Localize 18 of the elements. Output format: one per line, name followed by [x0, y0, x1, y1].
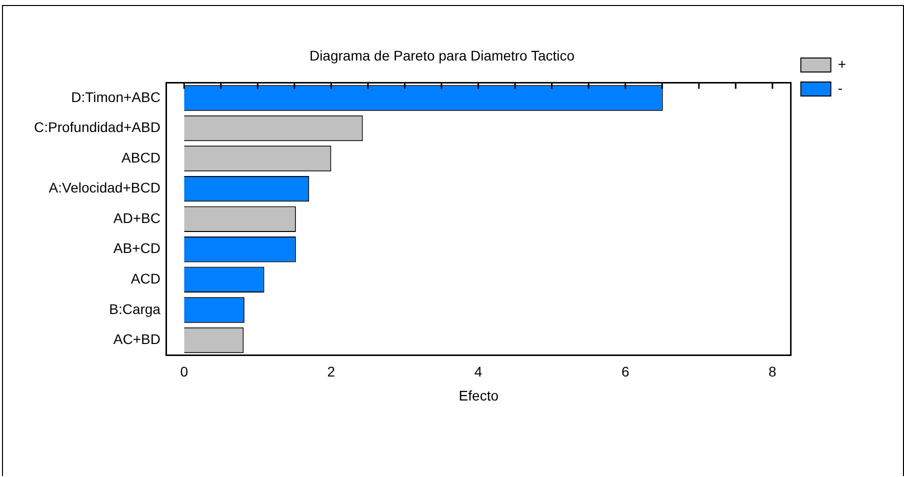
y-tick-label: AC+BD [113, 331, 160, 348]
chart-title: Diagrama de Pareto para Diametro Tactico [309, 47, 575, 64]
x-tick-label: 2 [327, 364, 336, 380]
y-tick-label: C:Profundidad+ABD [34, 119, 160, 136]
x-tick-label: 6 [621, 364, 630, 380]
x-axis-title: Efecto [458, 387, 499, 404]
y-tick-label: ABCD [122, 149, 160, 166]
legend-label: + [838, 56, 846, 72]
y-tick-label: D:Timon+ABC [71, 88, 160, 105]
y-tick-label: AB+CD [113, 240, 160, 256]
legend-label: - [838, 80, 843, 96]
x-tick-label: 8 [768, 364, 777, 380]
x-tick-label: 4 [474, 364, 482, 380]
y-tick-label: B:Carga [109, 300, 161, 317]
x-tick-label: 0 [180, 364, 188, 380]
y-tick-label: A:Velocidad+BCD [48, 180, 160, 196]
y-tick-label: AD+BC [113, 210, 160, 226]
y-tick-label: ACD [130, 270, 160, 287]
